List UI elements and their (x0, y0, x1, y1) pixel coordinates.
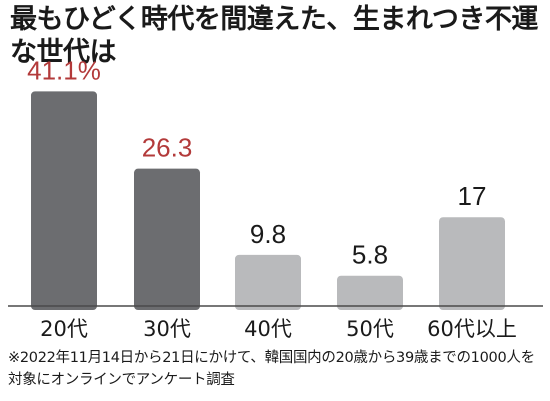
bar-3 (337, 275, 403, 310)
bar-2 (235, 254, 301, 310)
bar-1 (134, 168, 200, 310)
value-label-4: 17 (458, 181, 487, 211)
value-label-1: 26.3 (142, 133, 193, 163)
category-label-2: 40代 (244, 317, 292, 341)
survey-note: ※2022年11月14日から21日にかけて、韓国国内の20歳から39歳までの10… (8, 350, 535, 388)
category-label-0: 20代 (40, 317, 88, 341)
value-label-0: 41.1% (27, 55, 101, 85)
bar-0 (31, 91, 97, 310)
category-label-4: 60代以上 (427, 317, 517, 341)
value-labels-group: 41.1% 26.3 9.8 5.8 17 (27, 55, 486, 269)
category-label-1: 30代 (143, 317, 191, 341)
value-label-3: 5.8 (352, 240, 388, 270)
chart-title: 最もひどく時代を間違えた、生まれつき不運な世代は (10, 4, 538, 68)
bars-group (31, 91, 505, 310)
value-label-2: 9.8 (250, 219, 286, 249)
bar-4 (439, 217, 505, 310)
category-label-3: 50代 (346, 317, 394, 341)
category-labels-group: 20代 30代 40代 50代 60代以上 (40, 317, 517, 341)
